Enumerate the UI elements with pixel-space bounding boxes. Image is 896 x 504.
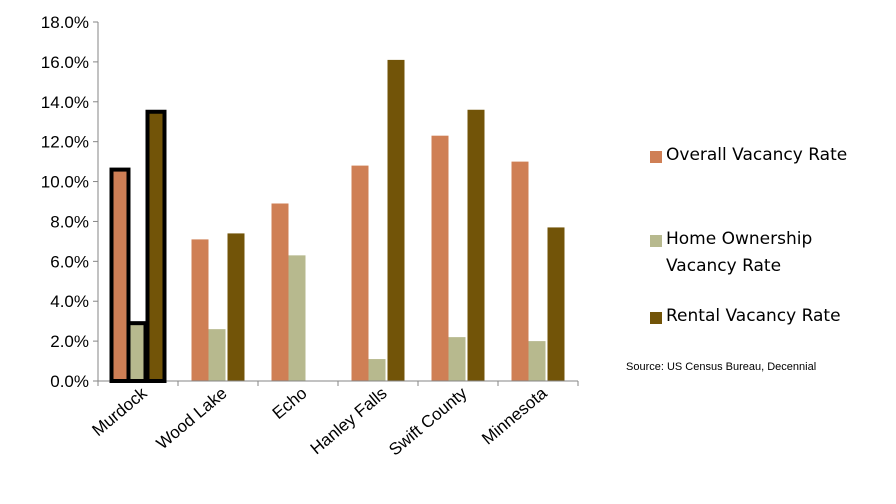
y-tick-label: 16.0% (41, 53, 89, 72)
bar (147, 111, 165, 381)
legend-item-home-ownership: Home Ownership Vacancy Rate (650, 229, 836, 280)
y-tick-label: 6.0% (50, 252, 89, 271)
bar (128, 323, 146, 381)
source-note: Source: US Census Bureau, Decennial (626, 361, 817, 373)
bar (208, 329, 226, 381)
y-tick-label: 12.0% (41, 133, 89, 152)
y-tick-label: 14.0% (41, 93, 89, 112)
bar (351, 165, 369, 381)
bar (547, 227, 565, 381)
bar (111, 169, 129, 381)
x-category-label: Swift County (385, 383, 471, 459)
legend-label-home-ownership: Home Ownership Vacancy Rate (666, 229, 813, 276)
bar (271, 203, 289, 381)
bar (227, 233, 245, 381)
bar (511, 161, 529, 381)
bars-layer (111, 59, 565, 382)
y-tick-label: 8.0% (50, 212, 89, 231)
y-tick-label: 2.0% (50, 332, 89, 351)
x-category-label: Echo (269, 384, 311, 423)
legend-swatch-home-ownership (650, 235, 662, 247)
y-tick-label: 4.0% (50, 292, 89, 311)
x-category-label: Minnesota (478, 383, 551, 448)
legend-label-rental: Rental Vacancy Rate (666, 306, 841, 326)
bar (387, 59, 405, 382)
bar (528, 341, 546, 381)
highlight-outline (109, 167, 131, 383)
bar (288, 255, 306, 381)
legend-label-overall: Overall Vacancy Rate (666, 145, 848, 165)
bar (431, 135, 449, 381)
bar (448, 337, 466, 381)
vacancy-rate-chart: 0.0% 2.0% 4.0% 6.0% 8.0% 10.0% 12.0% 14.0% 16.0%… (41, 13, 579, 459)
x-category-label: Hanley Falls (307, 384, 391, 459)
bar (467, 109, 485, 381)
y-tick-label: 10.0% (41, 173, 89, 192)
y-ticks-layer: 0.0% 2.0% 4.0% 6.0% 8.0% 10.0% 12.0% 14.0% 16.0%… (41, 13, 579, 391)
bar (368, 359, 386, 381)
legend-swatch-rental (650, 312, 662, 324)
x-category-label: Wood Lake (153, 384, 231, 454)
legend-swatch-overall (650, 151, 662, 163)
legend-item-overall: Overall Vacancy Rate (650, 145, 847, 169)
highlight-outline (145, 109, 167, 383)
y-tick-label: 0.0% (50, 372, 89, 391)
x-category-label: Murdock (88, 383, 151, 440)
bar (191, 239, 209, 381)
highlight-layer (109, 109, 167, 383)
legend-item-rental: Rental Vacancy Rate (650, 306, 841, 330)
y-tick-label: 18.0% (41, 13, 89, 32)
